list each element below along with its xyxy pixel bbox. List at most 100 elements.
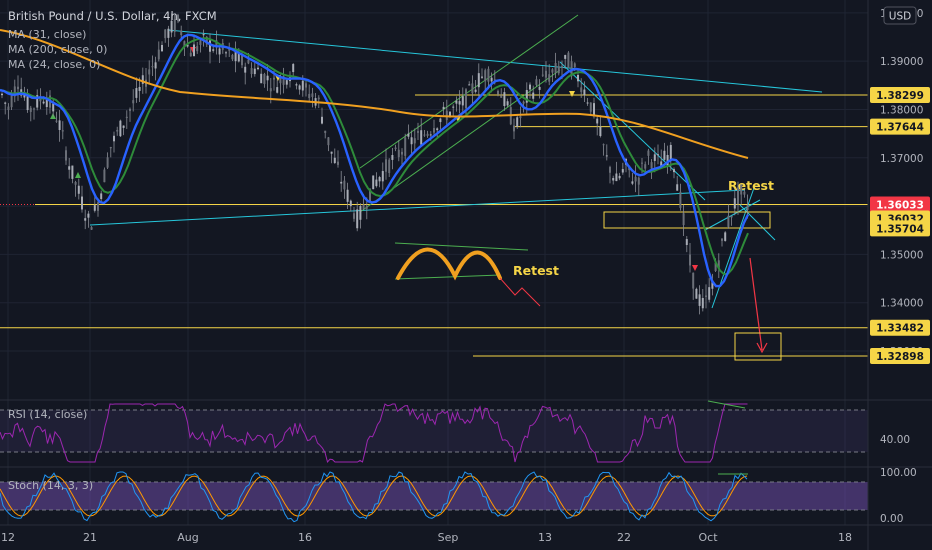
indicator-panels — [0, 399, 932, 511]
candle-body — [420, 130, 423, 145]
candle-body — [714, 262, 717, 272]
y-tick-label: 1.39000 — [880, 56, 923, 68]
candle-body — [740, 184, 743, 195]
stoch-tick: 100.00 — [880, 467, 917, 479]
trend-drawings: Retest Retest — [50, 14, 823, 361]
candle-body — [711, 280, 714, 289]
candle-body — [439, 118, 442, 123]
candle-body — [580, 87, 583, 92]
candle-body — [263, 73, 266, 85]
candle-body — [154, 62, 157, 69]
candle-body — [385, 159, 387, 172]
symbol-title: British Pound / U.S. Dollar, 4h, FXCM — [8, 9, 217, 23]
candle-body — [583, 89, 586, 96]
candle-body — [436, 128, 439, 131]
candle-body — [487, 68, 490, 82]
ma31-line — [0, 33, 750, 288]
candle-body — [81, 196, 83, 210]
pattern-arrow — [499, 277, 541, 307]
candle-body — [637, 177, 640, 185]
candle-body — [343, 180, 346, 190]
candle-body — [359, 206, 362, 220]
candle-body — [116, 129, 119, 132]
candle-body — [285, 80, 288, 85]
candle-body — [234, 50, 237, 62]
candle-body — [660, 161, 663, 167]
candle-body — [202, 34, 205, 36]
candle-body — [301, 80, 304, 91]
candle-body — [269, 88, 272, 92]
candle-body — [695, 288, 698, 299]
candle-body — [679, 191, 682, 209]
candle-body — [164, 29, 167, 39]
currency-badge[interactable]: USD — [883, 6, 917, 25]
stoch-legend: Stoch (14, 3, 3) — [8, 479, 93, 492]
candle-body — [685, 239, 688, 245]
rsi-legend: RSI (14, close) — [8, 408, 87, 421]
candle-body — [519, 116, 522, 119]
candle-body — [55, 120, 58, 122]
candle-body — [644, 164, 647, 169]
candle-body — [708, 287, 711, 300]
candle-body — [721, 238, 723, 241]
wedge-line-a — [704, 199, 761, 231]
candle-body — [282, 76, 285, 85]
candle-body — [295, 84, 298, 86]
candle-body — [586, 102, 589, 104]
candle-body — [311, 93, 314, 97]
stoch-d-line — [0, 475, 748, 517]
target-zone — [734, 332, 782, 361]
x-tick-label: 22 — [617, 531, 631, 544]
x-tick-label: 16 — [298, 531, 312, 544]
candle-body — [657, 154, 659, 156]
upper-trendline — [167, 29, 823, 93]
candle-body — [39, 97, 42, 102]
candle-body — [717, 260, 720, 269]
candle-body — [7, 106, 10, 111]
candles — [1, 13, 749, 315]
candle-body — [423, 134, 426, 136]
pattern-neckline — [394, 274, 501, 280]
price-tags: 1.382991.376441.3603331:101.360321.35704… — [870, 87, 930, 364]
candle-body — [317, 97, 320, 100]
candle-body — [196, 46, 199, 52]
candle-body — [212, 49, 215, 51]
candle-body — [375, 179, 378, 187]
candle-body — [484, 70, 487, 82]
candle-body — [490, 77, 493, 82]
candle-body — [17, 86, 19, 90]
candle-body — [228, 49, 231, 51]
channel-upper — [359, 14, 579, 169]
signal-marker — [569, 91, 575, 97]
candle-body — [244, 66, 247, 73]
ma200-legend: MA (200, close, 0) — [8, 43, 107, 56]
x-tick-label: 12 — [1, 531, 15, 544]
candle-body — [180, 30, 183, 36]
rsi-line — [0, 403, 748, 464]
retest-label-1: Retest — [513, 263, 559, 278]
candle-body — [42, 101, 45, 104]
candle-body — [209, 40, 211, 52]
candle-body — [308, 93, 311, 99]
candle-body — [666, 154, 669, 167]
candle-body — [388, 159, 391, 174]
candle-body — [378, 177, 381, 182]
candle-body — [653, 154, 656, 161]
candle-body — [545, 70, 547, 78]
candle-body — [218, 48, 221, 55]
candle-body — [730, 215, 733, 218]
candle-body — [650, 162, 653, 169]
candle-body — [68, 166, 71, 170]
candle-body — [596, 118, 599, 124]
candle-body — [465, 89, 467, 109]
candle-body — [58, 120, 61, 130]
rsi-band — [0, 410, 868, 452]
candle-body — [266, 75, 269, 81]
candle-body — [170, 20, 173, 33]
x-tick-label: 21 — [83, 531, 97, 544]
candle-body — [407, 133, 410, 137]
wedge-line-c — [739, 204, 776, 241]
candle-body — [74, 182, 77, 185]
stoch-panel — [0, 471, 748, 523]
